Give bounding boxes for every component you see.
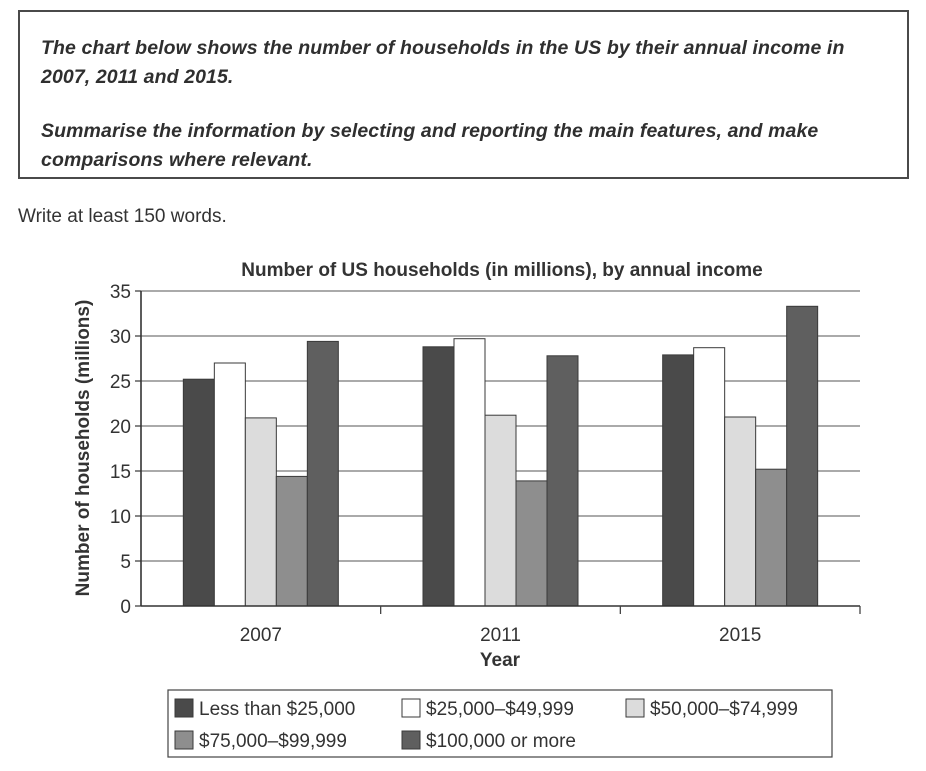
bar-2015-series-4 bbox=[755, 468, 788, 607]
bar-2007-series-5 bbox=[306, 340, 339, 607]
x-tick-label: 2007 bbox=[240, 625, 282, 646]
legend-swatch bbox=[625, 698, 645, 718]
bar-2011-series-4 bbox=[515, 480, 548, 607]
legend-box bbox=[167, 689, 833, 758]
word-count-instruction: Write at least 150 words. bbox=[18, 206, 227, 227]
bar-2015-series-3 bbox=[724, 416, 757, 607]
bar-2007-series-2 bbox=[213, 362, 246, 607]
bar-2011-series-5 bbox=[546, 355, 579, 607]
x-axis-title: Year bbox=[480, 650, 521, 671]
chart-title: Number of US households (in millions), b… bbox=[241, 260, 763, 281]
x-axis-ticks: 2007 2011 2015 bbox=[240, 606, 861, 646]
task-description: The chart below shows the number of hous… bbox=[41, 37, 845, 88]
task-requirement: Summarise the information by selecting a… bbox=[41, 120, 819, 171]
bar-2015-series-5 bbox=[786, 305, 819, 607]
legend-label: $50,000–$74,999 bbox=[650, 699, 798, 720]
y-tick-label: 25 bbox=[110, 372, 131, 393]
y-tick-label: 20 bbox=[110, 417, 131, 438]
y-tick-label: 10 bbox=[110, 507, 131, 528]
y-axis-ticks: 0 5 10 15 20 25 30 35 bbox=[110, 282, 141, 618]
y-tick-label: 35 bbox=[110, 282, 131, 303]
x-tick-label: 2015 bbox=[719, 625, 761, 646]
legend-label: $75,000–$99,999 bbox=[199, 731, 347, 752]
legend-label: Less than $25,000 bbox=[199, 699, 355, 720]
bar-2007-series-3 bbox=[244, 417, 277, 607]
legend-swatch bbox=[174, 698, 194, 718]
legend-label: $100,000 or more bbox=[426, 731, 576, 752]
y-axis-title: Number of households (millions) bbox=[73, 300, 94, 597]
legend-swatch bbox=[174, 730, 194, 750]
x-tick-label: 2011 bbox=[480, 625, 521, 646]
task-prompt-box: The chart below shows the number of hous… bbox=[18, 10, 909, 179]
bar-2011-series-1 bbox=[422, 346, 455, 607]
y-tick-label: 30 bbox=[110, 327, 131, 348]
bar-2015-series-1 bbox=[662, 354, 695, 607]
axes bbox=[140, 291, 860, 607]
legend-swatch bbox=[401, 730, 421, 750]
bars bbox=[182, 305, 819, 607]
bar-2007-series-4 bbox=[275, 475, 308, 607]
bar-2015-series-2 bbox=[693, 347, 726, 607]
y-tick-label: 15 bbox=[110, 462, 131, 483]
bar-2011-series-2 bbox=[453, 338, 486, 607]
y-tick-label: 5 bbox=[120, 552, 131, 573]
y-tick-label: 0 bbox=[120, 597, 131, 618]
legend: Less than $25,000 $25,000–$49,999 $50,000–… bbox=[167, 689, 833, 758]
bar-2011-series-3 bbox=[484, 414, 517, 607]
legend-label: $25,000–$49,999 bbox=[426, 699, 574, 720]
legend-swatch bbox=[401, 698, 421, 718]
bar-2007-series-1 bbox=[182, 378, 215, 607]
